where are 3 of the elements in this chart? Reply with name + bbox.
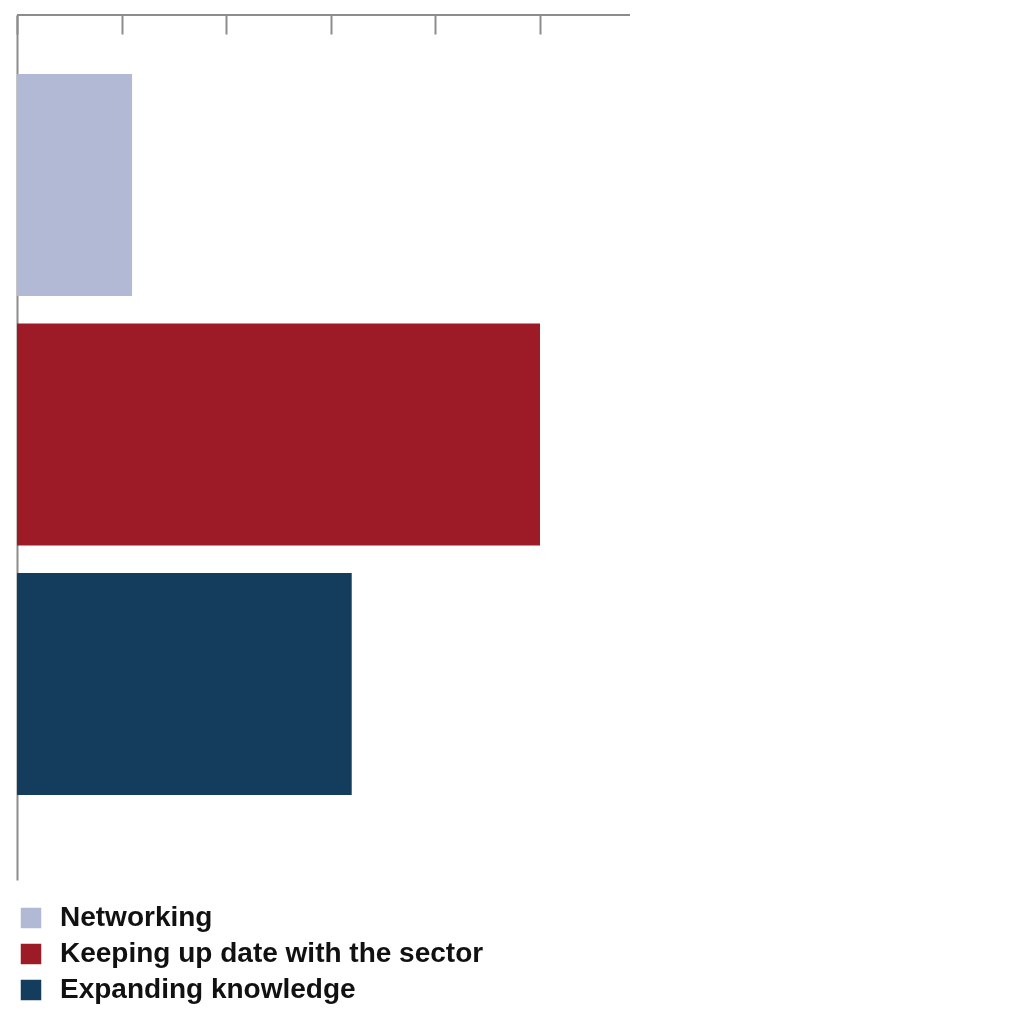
legend-label: Expanding knowledge xyxy=(60,973,356,1004)
legend-label: Networking xyxy=(60,901,213,932)
legend-label: Keeping up date with the sector xyxy=(60,937,484,968)
